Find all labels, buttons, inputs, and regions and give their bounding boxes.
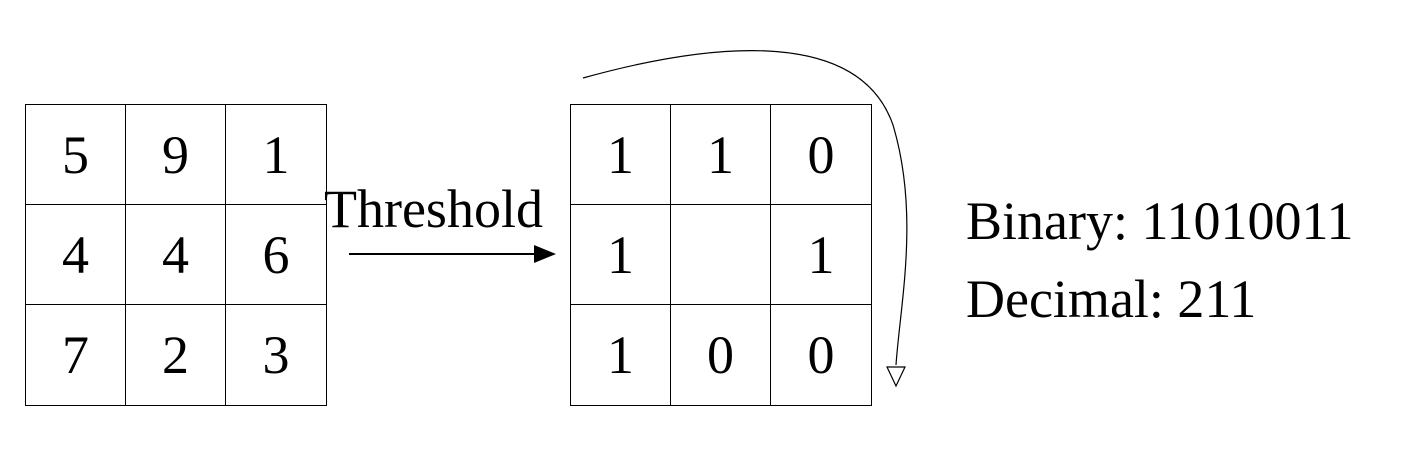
threshold-arrow <box>349 245 556 263</box>
binary-value: 11010011 <box>1141 191 1354 251</box>
input-cell: 7 <box>26 305 126 405</box>
binary-cell-center <box>671 205 771 305</box>
binary-cell: 1 <box>571 205 671 305</box>
binary-label: Binary: <box>966 191 1128 251</box>
curved-arrowhead <box>886 366 906 388</box>
input-cell: 9 <box>126 105 226 205</box>
input-cell: 5 <box>26 105 126 205</box>
binary-cell: 1 <box>571 105 671 205</box>
input-cell: 4 <box>26 205 126 305</box>
decimal-result: Decimal: 211 <box>966 272 1256 326</box>
input-cell: 2 <box>126 305 226 405</box>
binary-cell: 1 <box>571 305 671 405</box>
input-grid: 5 9 1 4 4 6 7 2 3 <box>25 104 327 406</box>
input-cell-center: 4 <box>126 205 226 305</box>
binary-cell: 0 <box>671 305 771 405</box>
binary-cell: 0 <box>807 325 835 385</box>
decimal-label: Decimal: <box>966 269 1164 329</box>
input-cell: 1 <box>226 105 326 205</box>
input-cell: 6 <box>226 205 326 305</box>
binary-cell: 1 <box>771 205 871 305</box>
threshold-label: Threshold <box>324 179 543 239</box>
input-cell: 3 <box>262 325 290 385</box>
binary-cell: 1 <box>671 105 771 205</box>
decimal-value: 211 <box>1177 269 1257 329</box>
threshold-arrowhead <box>534 245 556 263</box>
binary-result: Binary: 11010011 <box>966 194 1353 248</box>
binary-grid: 1 1 0 1 1 1 0 0 <box>570 104 872 406</box>
binary-cell: 0 <box>771 105 871 205</box>
